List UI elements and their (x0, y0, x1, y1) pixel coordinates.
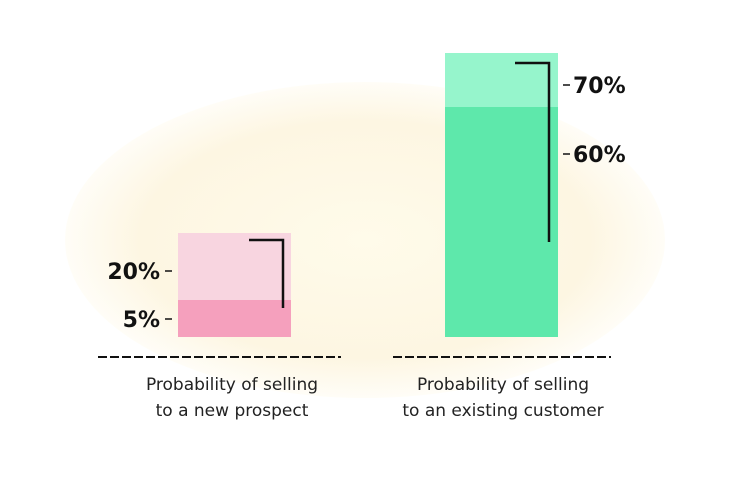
bar-base-segment (178, 300, 291, 337)
range-bracket (515, 61, 551, 242)
category-label-existing-customer: Probability of selling to an existing cu… (363, 372, 643, 424)
category-label-line-2: to an existing customer (402, 401, 604, 421)
category-label-line-1: Probability of selling (145, 375, 319, 395)
bar-range-segment (178, 233, 291, 300)
range-high-label: 20% (107, 260, 160, 285)
category-label-line-1: Probability of selling (416, 375, 590, 395)
range-high-label: 70% (573, 74, 626, 99)
background-glow (65, 82, 665, 398)
range-bracket (249, 238, 285, 308)
bar-base-segment (445, 107, 558, 337)
range-low-label: 60% (573, 143, 626, 168)
category-label-line-2: to a new prospect (155, 401, 309, 421)
range-low-label: 5% (123, 308, 160, 333)
bar-range-segment (445, 53, 558, 107)
category-label-new-prospect: Probability of selling to a new prospect (92, 372, 372, 424)
